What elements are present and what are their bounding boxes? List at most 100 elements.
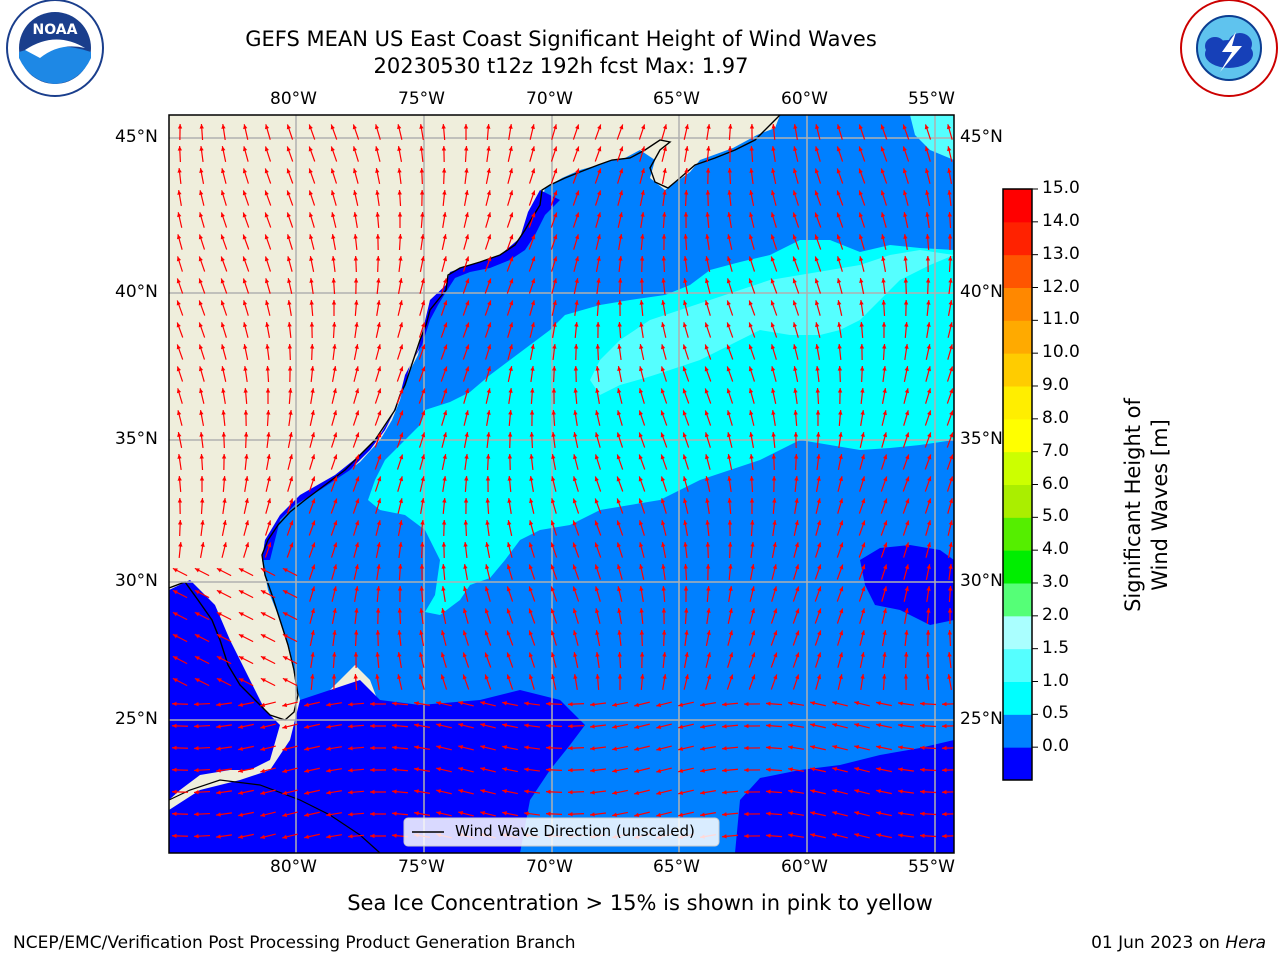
wind-wave-arrowhead <box>661 256 666 261</box>
wind-wave-arrowhead <box>509 278 514 284</box>
wind-wave-arrowhead <box>947 674 952 679</box>
wind-wave-arrowhead <box>836 234 841 240</box>
wind-wave-arrowhead <box>419 168 425 173</box>
wind-wave-arrowhead <box>590 702 595 707</box>
wind-wave-arrowhead <box>638 410 643 416</box>
lat-label-right: 35°N <box>960 429 1003 449</box>
wind-wave-arrowhead <box>684 124 689 130</box>
wind-wave-arrowhead <box>817 652 822 658</box>
wind-wave-arrowhead <box>486 168 491 174</box>
wind-wave-arrowhead <box>309 278 314 283</box>
wind-wave-arrowhead <box>706 124 711 129</box>
wind-wave-arrowhead <box>682 388 687 394</box>
wind-wave-arrowhead <box>304 834 310 839</box>
wind-wave-arrowhead <box>814 146 820 152</box>
wind-wave-arrowhead <box>546 701 551 707</box>
wind-wave-arrowhead <box>309 322 315 327</box>
wind-wave-arrowhead <box>486 344 492 350</box>
wind-wave-arrowhead <box>172 678 178 683</box>
wind-wave-arrowhead <box>837 300 842 306</box>
wind-wave-arrowhead <box>634 724 640 729</box>
wind-wave-arrowhead <box>376 344 382 350</box>
wind-wave-arrowhead <box>575 212 580 218</box>
wind-wave-arrowhead <box>355 476 360 482</box>
wind-wave-arrowhead <box>484 652 489 658</box>
wind-wave-arrowhead <box>304 746 310 751</box>
wind-wave-arrowhead <box>794 542 800 548</box>
wind-wave-arrowhead <box>333 432 338 438</box>
wind-wave-arrowhead <box>814 212 819 218</box>
wind-wave-arrowhead <box>421 366 426 372</box>
wind-wave-arrowhead <box>904 322 909 327</box>
southeast-region <box>735 740 954 853</box>
wind-wave-arrowhead <box>507 542 512 548</box>
wind-wave-arrowhead <box>772 564 777 570</box>
wind-wave-arrowhead <box>859 278 864 284</box>
wind-wave-arrowhead <box>925 168 930 174</box>
wind-wave-arrowhead <box>882 410 887 416</box>
wind-wave-arrowhead <box>656 812 662 817</box>
wind-wave-arrowhead <box>948 586 953 591</box>
wind-wave-arrowhead <box>553 146 558 152</box>
wind-wave-arrowhead <box>947 234 953 239</box>
wind-wave-arrowhead <box>398 278 403 283</box>
wind-wave-arrowhead <box>726 410 732 416</box>
wind-wave-arrowhead <box>639 630 645 635</box>
wind-wave-arrowhead <box>486 388 491 394</box>
wind-wave-arrowhead <box>814 256 819 262</box>
wind-wave-arrowhead <box>398 542 403 547</box>
wind-wave-arrowhead <box>370 723 375 729</box>
wind-wave-arrowhead <box>331 234 336 239</box>
wind-wave-arrowhead <box>198 344 203 350</box>
wind-wave-arrowhead <box>436 767 442 772</box>
wind-wave-arrowhead <box>568 701 573 707</box>
wind-wave-arrowhead <box>727 212 732 217</box>
wind-wave-arrowhead <box>860 388 865 393</box>
wind-wave-arrowhead <box>398 564 403 569</box>
wind-wave-arrowhead <box>770 212 776 218</box>
wind-wave-arrowhead <box>617 300 623 305</box>
wind-wave-arrowhead <box>597 146 602 152</box>
wind-wave-arrowhead <box>683 300 688 306</box>
wind-wave-arrowhead <box>194 746 199 751</box>
wind-wave-arrowhead <box>310 388 315 393</box>
wind-wave-arrowhead <box>815 322 820 328</box>
wind-wave-arrowhead <box>308 146 313 152</box>
wind-wave-arrowhead <box>311 520 316 526</box>
wind-wave-arrowhead <box>487 234 492 240</box>
wind-wave-arrowhead <box>704 410 709 416</box>
wind-wave-arrowhead <box>238 724 244 729</box>
wind-wave-arrowhead <box>550 542 555 548</box>
wind-wave-arrowhead <box>596 234 601 240</box>
wind-wave-arrowhead <box>524 767 529 772</box>
wind-wave-arrowhead <box>948 322 953 328</box>
wind-wave-arrowhead <box>683 234 688 239</box>
wind-wave-arrowhead <box>260 834 266 839</box>
wind-wave-arrowhead <box>836 212 841 218</box>
wind-wave-arrowhead <box>326 812 331 817</box>
wind-wave-arrowhead <box>529 476 534 481</box>
wind-wave-arrows <box>171 123 954 839</box>
wind-wave-arrowhead <box>266 476 271 482</box>
wind-wave-arrowhead <box>266 410 271 415</box>
wind-wave-arrowhead <box>590 724 595 729</box>
wind-wave-arrowhead <box>177 410 182 416</box>
wind-wave-arrowhead <box>793 146 798 152</box>
wind-wave-arrowhead <box>265 388 271 393</box>
wind-wave-arrowhead <box>722 768 727 773</box>
wind-wave-arrowhead <box>508 124 513 129</box>
wind-wave-arrowhead <box>464 212 469 218</box>
wind-wave-arrowhead <box>704 388 709 394</box>
wind-wave-arrowhead <box>287 366 293 371</box>
wind-wave-arrowhead <box>795 674 800 680</box>
wind-wave-arrowhead <box>596 256 601 261</box>
wind-wave-arrowhead <box>854 723 860 728</box>
wind-wave-arrowhead <box>420 520 425 525</box>
wind-wave-arrowhead <box>594 498 599 504</box>
wind-wave-arrowhead <box>310 674 315 679</box>
wind-wave-arrowhead <box>509 234 514 240</box>
wind-wave-arrowhead <box>177 476 182 481</box>
lat-label-left: 35°N <box>115 429 158 449</box>
wind-wave-arrowhead <box>876 833 882 838</box>
wind-wave-arrowhead <box>788 811 793 816</box>
